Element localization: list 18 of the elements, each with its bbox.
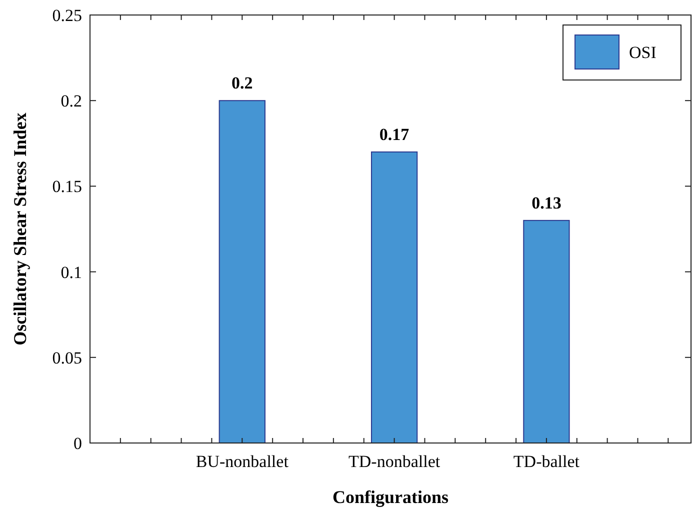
y-tick-label: 0.1 (60, 262, 82, 282)
y-tick-label: 0.2 (60, 92, 82, 111)
legend-label: OSI (629, 42, 657, 62)
y-axis-title: Oscillatory Shear Stress Index (10, 112, 30, 346)
y-tick-label: 0.25 (52, 6, 82, 25)
x-tick-label: TD-nonballet (348, 452, 440, 471)
bar (523, 220, 570, 444)
x-tick-label: BU-nonballet (196, 452, 289, 471)
bar (370, 151, 418, 444)
data-label: 0.2 (232, 74, 253, 93)
data-label: 0.13 (532, 193, 562, 212)
data-label: 0.17 (379, 124, 410, 144)
x-axis-title: Configurations (332, 487, 449, 507)
y-tick-label: 0.15 (52, 177, 82, 196)
bar (218, 100, 266, 444)
x-tick-label: TD-ballet (513, 452, 580, 471)
y-tick-label: 0 (74, 434, 82, 453)
y-tick-label: 0.05 (52, 348, 82, 368)
